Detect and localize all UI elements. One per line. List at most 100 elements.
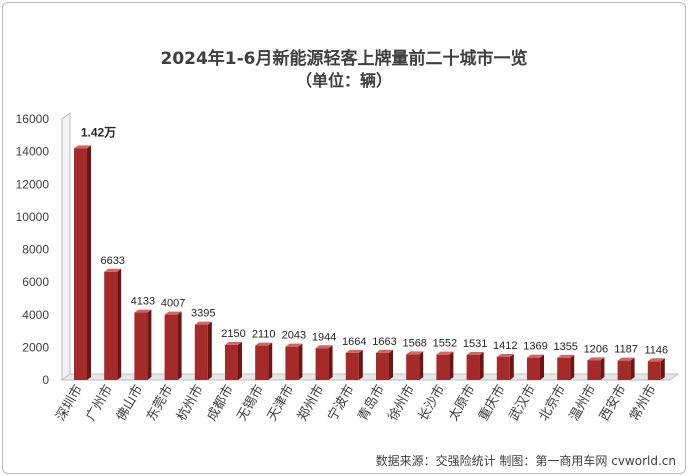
data-label: 3395: [191, 308, 215, 320]
bar-top: [406, 351, 424, 355]
x-tick-label: 广州市: [83, 382, 116, 424]
bar-side: [389, 349, 393, 380]
x-tick-label: 温州市: [566, 382, 599, 424]
bar: [436, 354, 450, 380]
bar-top: [617, 357, 635, 361]
data-label: 1664: [342, 336, 366, 348]
bar: [527, 357, 540, 380]
chart-title: 2024年1-6月新能源轻客上牌量前二十城市一览: [160, 49, 528, 69]
bar: [285, 346, 299, 380]
x-tick-label: 太原市: [445, 382, 478, 424]
x-tick-label: 常州市: [626, 382, 659, 424]
bar: [255, 345, 269, 380]
bar: [315, 348, 329, 380]
bar-side: [117, 268, 122, 380]
data-label: 2150: [221, 328, 245, 340]
bar: [617, 360, 631, 380]
x-tick-label: 青岛市: [355, 382, 388, 424]
bar: [376, 352, 389, 380]
x-tick-label: 长沙市: [415, 382, 448, 424]
bar: [466, 355, 480, 380]
bar-side: [177, 311, 182, 380]
axis-wall: [61, 112, 71, 381]
bar-side: [540, 354, 544, 380]
data-label: 2110: [252, 329, 276, 341]
bar-top: [255, 342, 273, 346]
bar-side: [660, 358, 665, 380]
data-label: 1552: [433, 338, 457, 350]
x-tick-label: 佛山市: [113, 382, 146, 424]
y-tick-label: 8000: [22, 243, 49, 257]
bar: [557, 357, 571, 380]
data-label: 1412: [493, 340, 517, 352]
bar-side: [600, 357, 605, 380]
data-label: 1355: [553, 341, 577, 353]
bar-top: [104, 268, 122, 272]
bar: [406, 354, 420, 380]
bar-side: [147, 309, 152, 380]
bar-top: [557, 354, 575, 358]
x-tick-label: 东莞市: [143, 382, 176, 424]
x-tick-label: 郑州市: [294, 382, 327, 424]
bar: [194, 324, 208, 380]
bar-top: [345, 349, 363, 353]
bar: [74, 148, 87, 380]
source-note: 数据来源：交强险统计 制图：第一商用车网 cvworld.cn: [375, 454, 676, 468]
y-tick-label: 12000: [16, 177, 50, 191]
x-tick-label: 徐州市: [385, 382, 418, 424]
y-tick-label: 2000: [22, 340, 49, 354]
data-label: 1187: [614, 344, 638, 356]
bar-top: [74, 145, 91, 149]
bar-top: [194, 321, 212, 325]
bar: [647, 361, 661, 380]
bar: [164, 314, 178, 380]
x-tick-label: 重庆市: [475, 382, 508, 424]
bar: [587, 360, 601, 380]
bar-top: [466, 352, 484, 356]
axis-floor: [60, 373, 680, 381]
bar-top: [285, 343, 303, 347]
data-label: 1369: [523, 341, 547, 353]
chart-subtitle: （单位：辆）: [295, 71, 392, 90]
bar-top: [496, 353, 514, 357]
data-label: 1944: [312, 331, 336, 343]
bar: [496, 356, 510, 380]
bar-top: [587, 357, 605, 361]
bar-side: [479, 352, 484, 380]
data-label: 1146: [644, 344, 668, 356]
y-tick-label: 10000: [16, 210, 50, 224]
bar-top: [436, 351, 454, 355]
bar-side: [268, 342, 273, 380]
y-tick-label: 16000: [16, 112, 50, 126]
data-label: 1.42万: [81, 125, 116, 139]
bar-top: [376, 349, 393, 353]
y-tick-label: 14000: [16, 145, 50, 159]
data-label: 1206: [584, 343, 608, 355]
bar-top: [164, 311, 182, 315]
bar-top: [315, 345, 333, 349]
y-tick-label: 6000: [22, 275, 49, 289]
x-tick-label: 成都市: [204, 382, 237, 424]
bar-side: [87, 145, 91, 380]
data-label: 1531: [463, 338, 487, 350]
bar: [345, 352, 359, 380]
y-tick-label: 0: [42, 373, 49, 387]
x-tick-label: 武汉市: [506, 382, 539, 424]
bar-top: [527, 354, 544, 358]
bar-side: [449, 351, 454, 380]
x-tick-label: 深圳市: [53, 382, 86, 424]
data-label: 2043: [282, 330, 306, 342]
bar-side: [207, 321, 212, 380]
bar-side: [570, 354, 575, 380]
x-tick-label: 西安市: [596, 382, 629, 424]
bar: [134, 312, 148, 380]
y-tick-label: 4000: [22, 308, 49, 322]
x-tick-label: 宁波市: [324, 382, 357, 424]
x-tick-label: 天津市: [264, 382, 297, 424]
data-label: 6633: [100, 255, 124, 267]
bar-top: [134, 309, 152, 313]
data-label: 4007: [161, 298, 185, 310]
bar-side: [298, 343, 303, 380]
